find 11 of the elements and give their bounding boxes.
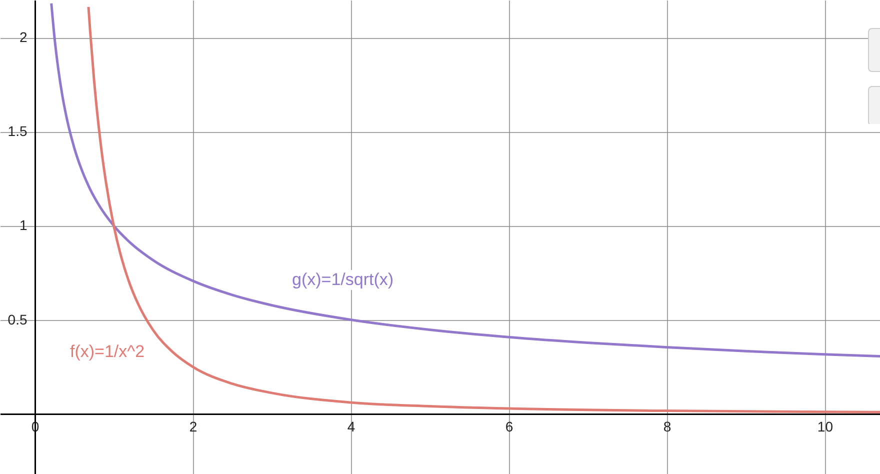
- x-tick-label: 6: [505, 418, 514, 434]
- annotation: f(x)=1/x^2: [68, 342, 147, 362]
- x-tick-label: 8: [663, 418, 672, 434]
- y-tick-label: 1: [19, 217, 28, 234]
- y-tick-label: 1.5: [8, 123, 28, 140]
- annotation: g(x)=1/sqrt(x): [290, 270, 396, 290]
- x-tick-label: 10: [817, 418, 834, 434]
- y-tick-label: 0.5: [8, 311, 28, 328]
- x-tick-label: 4: [347, 418, 356, 434]
- y-tick-label: 2: [19, 29, 28, 46]
- x-tick-label: 2: [189, 418, 198, 434]
